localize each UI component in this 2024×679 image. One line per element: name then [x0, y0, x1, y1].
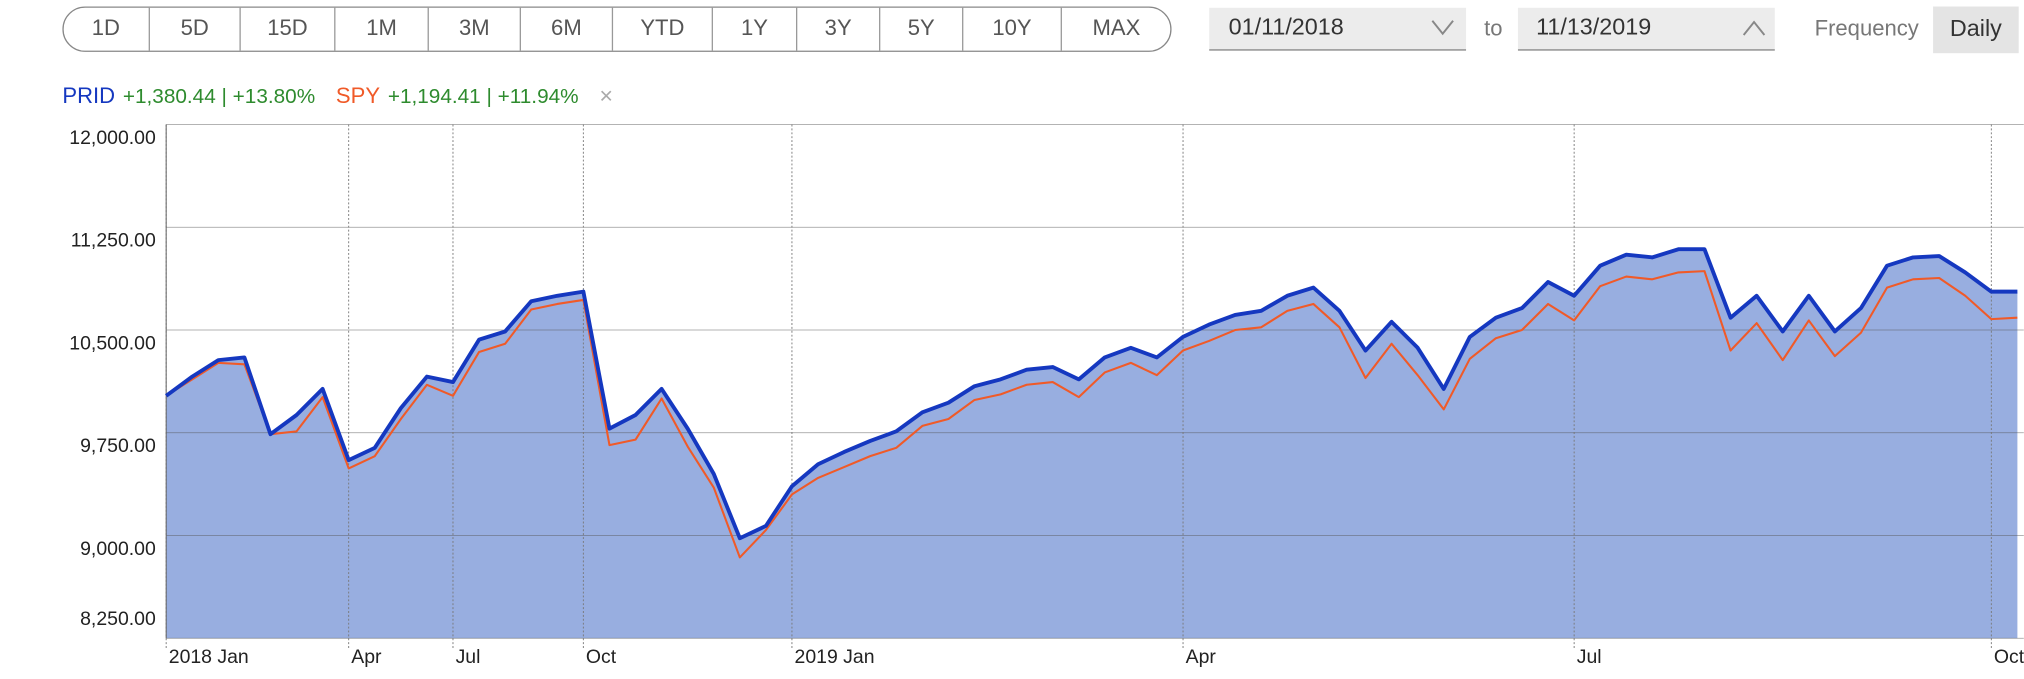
y-tick-label: 10,500.00 — [69, 332, 156, 354]
range-label: 1Y — [741, 15, 768, 40]
y-tick-label: 9,750.00 — [80, 435, 156, 457]
range-label: 15D — [267, 15, 307, 40]
x-tick-label: Oct — [586, 646, 617, 668]
x-tick-label: Jul — [456, 646, 481, 668]
range-label: 10Y — [992, 15, 1032, 40]
y-tick-label: 9,000.00 — [80, 538, 156, 560]
start-date-input[interactable] — [1209, 7, 1467, 50]
x-tick-label: Jul — [1577, 646, 1602, 668]
range-label: MAX — [1093, 15, 1141, 40]
x-tick-label: 2019 Jan — [795, 646, 875, 668]
x-tick-label: Apr — [1186, 646, 1217, 668]
range-selector — [62, 6, 1172, 52]
frequency-value: Daily — [1950, 15, 2002, 41]
start-date: 01/11/2018 — [1229, 14, 1344, 40]
frequency-label: Frequency — [1815, 16, 1919, 41]
series-line — [165, 270, 2018, 559]
frequency-button[interactable] — [1933, 6, 2019, 54]
chevron-up[interactable] — [1742, 20, 1766, 36]
legend-change: +1,194.41 | +11.94% — [388, 85, 579, 108]
range-label: 3M — [459, 15, 490, 40]
end-date-input[interactable] — [1517, 7, 1775, 50]
y-tick-label: 8,250.00 — [80, 608, 156, 630]
y-tick-label: 11,250.00 — [71, 230, 156, 252]
range-label: 1D — [92, 15, 120, 40]
close-icon[interactable]: × — [599, 82, 613, 108]
legend-change: +1,380.44 | +13.80% — [123, 85, 315, 108]
range-label: 6M — [551, 15, 582, 40]
end-date: 11/13/2019 — [1536, 14, 1651, 40]
x-tick-label: Oct — [1994, 646, 2024, 668]
range-label: 3Y — [825, 15, 852, 40]
to-label: to — [1484, 16, 1502, 41]
range-label: 5Y — [908, 15, 935, 40]
range-label: YTD — [640, 15, 684, 40]
series-line — [165, 247, 2018, 541]
range-label: 1M — [366, 15, 397, 40]
range-label: 5D — [181, 15, 209, 40]
legend-name: PRID — [62, 83, 115, 108]
y-tick-label: 12,000.00 — [69, 127, 156, 149]
chevron-down[interactable] — [1431, 20, 1454, 36]
x-tick-label: 2018 Jan — [169, 646, 249, 668]
area — [166, 249, 2018, 639]
legend-name: SPY — [336, 83, 380, 108]
x-tick-label: Apr — [351, 646, 382, 668]
